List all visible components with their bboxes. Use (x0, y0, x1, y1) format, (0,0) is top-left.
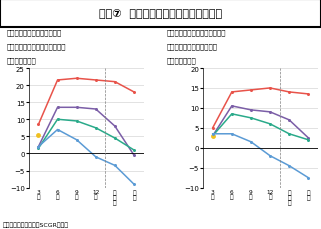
Text: ＜土地投資額を含む、ソフト: ＜土地投資額を含む、ソフト (6, 30, 62, 36)
Text: （出所：日本銀行よりSCGR作成）: （出所：日本銀行よりSCGR作成） (3, 221, 69, 227)
Text: ウェア・研究開発投資を除く＞: ウェア・研究開発投資を除く＞ (6, 43, 66, 50)
Text: （前年度比％）: （前年度比％） (167, 57, 197, 64)
Text: を含む、土地投資を除く＞: を含む、土地投資を除く＞ (167, 43, 218, 50)
Text: （前年度比％）: （前年度比％） (6, 57, 36, 64)
Text: 図表⑦  設備投資額（大規模・製造業）: 図表⑦ 設備投資額（大規模・製造業） (99, 9, 222, 19)
Text: ＜ソフトフェア・研究開発投資: ＜ソフトフェア・研究開発投資 (167, 30, 226, 36)
